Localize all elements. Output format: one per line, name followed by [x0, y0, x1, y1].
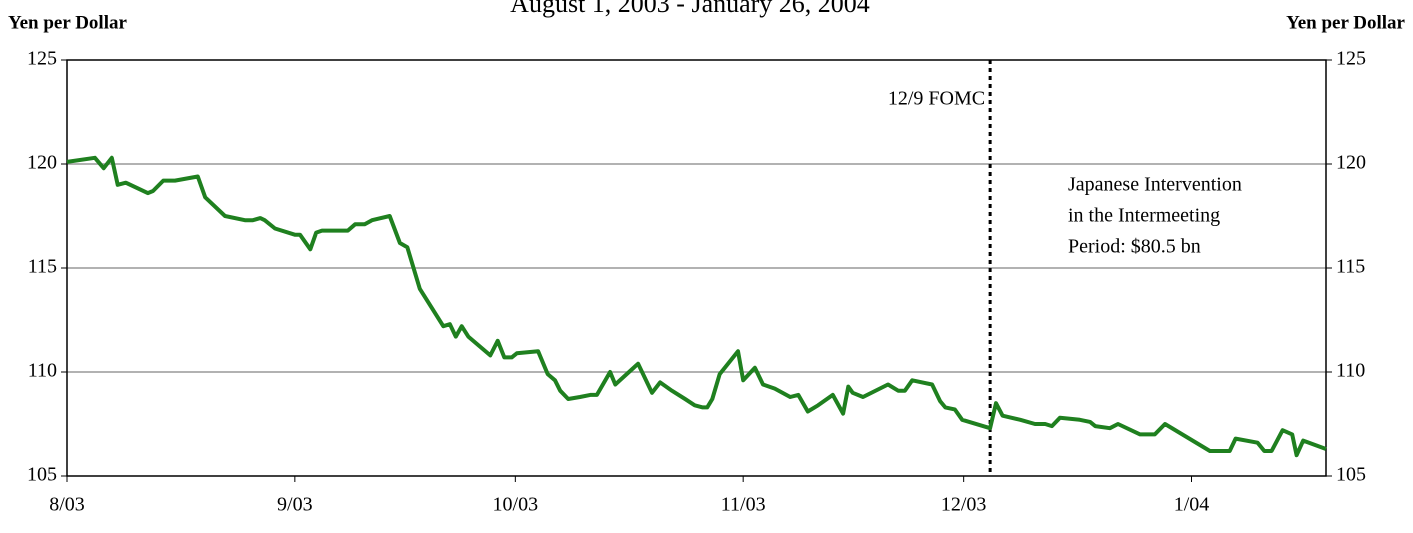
y-tick-label: 115 — [28, 256, 57, 278]
y-tick-label: 120 — [27, 152, 57, 174]
y2-tick-label: 110 — [1336, 360, 1365, 382]
chart-title: August 1, 2003 - January 26, 2004 — [510, 0, 870, 18]
y-tick-label: 125 — [27, 48, 57, 70]
fomc-label: 12/9 FOMC — [888, 88, 985, 110]
x-tick-label: 9/03 — [277, 494, 313, 516]
y2-axis-label: Yen per Dollar — [1286, 12, 1405, 33]
x-tick-label: 1/04 — [1174, 494, 1210, 516]
y2-tick-label: 105 — [1336, 464, 1366, 486]
y2-tick-label: 120 — [1336, 152, 1366, 174]
y2-tick-label: 125 — [1336, 48, 1366, 70]
x-tick-label: 8/03 — [49, 494, 85, 516]
annotation: Japanese Intervention — [1068, 174, 1242, 196]
plot-frame — [66, 59, 1327, 477]
annotation: Period: $80.5 bn — [1068, 236, 1201, 258]
x-tick-label: 10/03 — [493, 494, 539, 516]
y-axis-label: Yen per Dollar — [8, 12, 127, 33]
y2-tick-label: 115 — [1336, 256, 1365, 278]
y-tick-label: 110 — [28, 360, 57, 382]
x-tick-label: 12/03 — [941, 494, 987, 516]
annotation: in the Intermeeting — [1068, 205, 1220, 227]
x-tick-label: 11/03 — [721, 494, 766, 516]
data-line — [66, 155, 1327, 458]
y-tick-label: 105 — [27, 464, 57, 486]
